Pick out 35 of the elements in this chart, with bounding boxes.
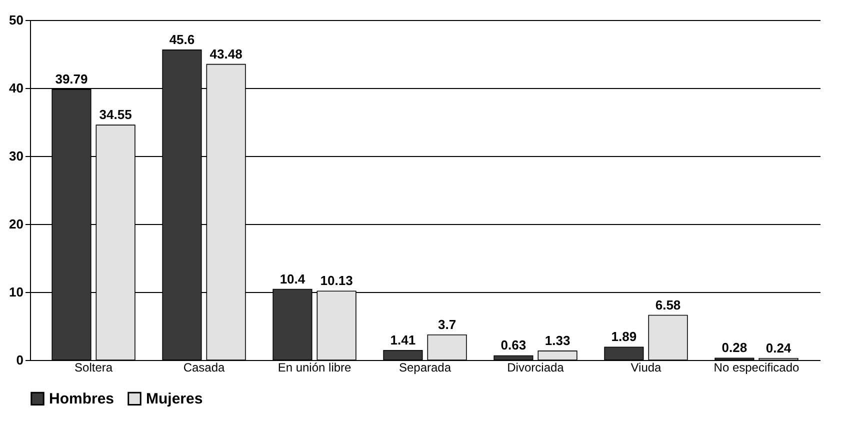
bar xyxy=(538,350,578,360)
y-tick-label: 0 xyxy=(16,352,24,368)
bar xyxy=(494,355,534,360)
data-label: 6.58 xyxy=(655,297,681,312)
y-tick-label: 10 xyxy=(9,284,24,300)
y-tick-label: 30 xyxy=(9,148,24,164)
legend-label: Hombres xyxy=(49,390,114,408)
y-tick-label: 20 xyxy=(9,216,24,232)
data-label: 0.24 xyxy=(766,340,792,356)
x-tick-label: En unión libre xyxy=(278,360,352,374)
data-label: 43.48 xyxy=(210,46,242,62)
bar xyxy=(383,350,423,360)
bar xyxy=(604,346,644,360)
x-tick-label: Separada xyxy=(398,360,452,374)
data-label: 0.28 xyxy=(722,340,748,356)
data-label: 1.89 xyxy=(611,329,637,344)
y-tick-label: 50 xyxy=(9,12,24,28)
x-tick-label: Soltera xyxy=(74,360,113,374)
data-label: 10.13 xyxy=(320,273,353,288)
legend-label: Mujeres xyxy=(146,390,203,408)
x-tick-label: Viuda xyxy=(630,360,662,374)
data-label: 1.33 xyxy=(544,332,570,348)
data-label: 3.7 xyxy=(438,316,456,332)
data-label: 0.63 xyxy=(500,338,526,353)
x-tick-label: Casada xyxy=(183,360,226,374)
data-label: 10.4 xyxy=(280,271,306,286)
x-tick-label: Divorciada xyxy=(507,360,564,374)
data-label: 34.55 xyxy=(99,107,132,122)
x-tick-label: No especificado xyxy=(714,360,800,374)
y-tick-label: 40 xyxy=(9,80,24,96)
bar xyxy=(427,334,467,360)
data-label: 45.6 xyxy=(169,32,195,47)
data-label: 1.41 xyxy=(390,332,416,348)
bar xyxy=(648,314,688,360)
data-label: 39.79 xyxy=(55,71,88,86)
